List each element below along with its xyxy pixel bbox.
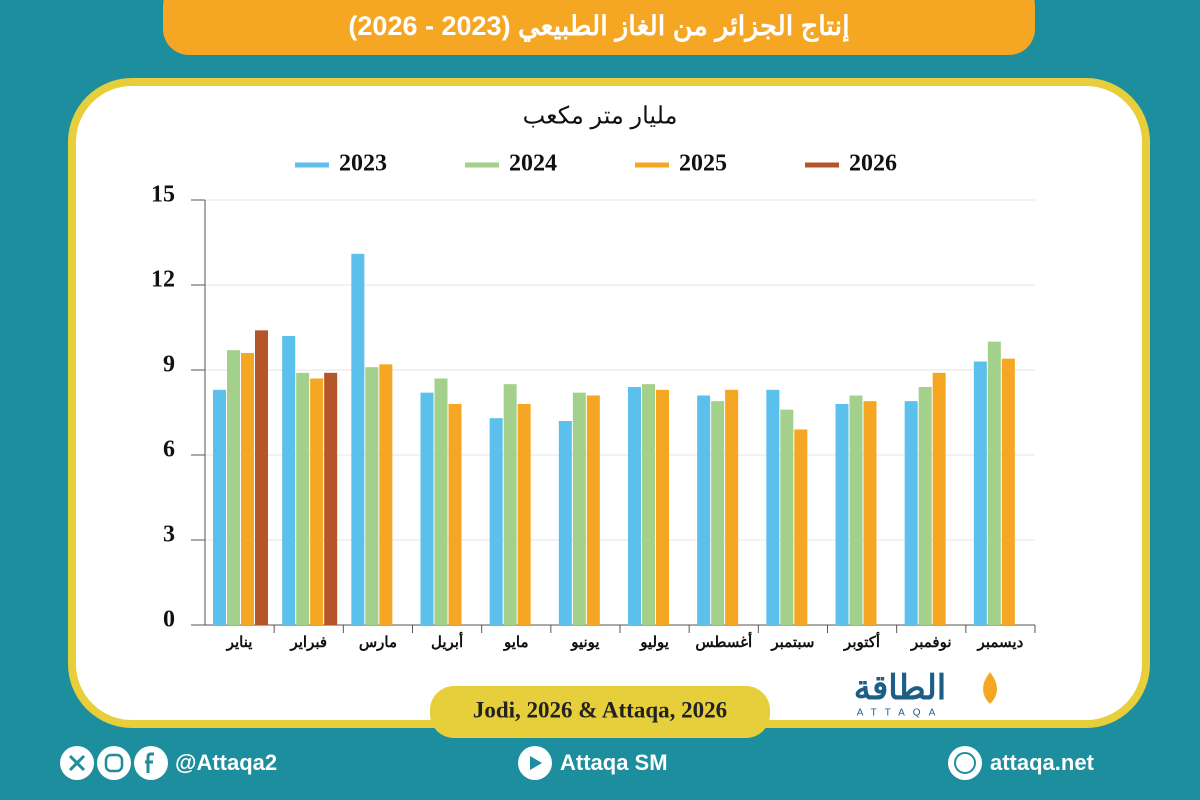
bar (517, 404, 531, 625)
bar (586, 395, 600, 625)
bar (213, 389, 226, 625)
bar (711, 401, 725, 625)
bar (1001, 358, 1015, 625)
web-icon (948, 746, 982, 780)
bar (351, 253, 365, 626)
title-banner (163, 0, 1035, 55)
bar (420, 392, 434, 625)
x-tick-label: مايو (503, 634, 529, 651)
bar (572, 392, 586, 625)
x-tick-label: أبريل (431, 631, 463, 651)
youtube-glyph (530, 756, 542, 770)
bar (780, 409, 794, 625)
bar (656, 389, 669, 625)
unit-label: مليار متر مكعب (523, 102, 678, 129)
x-glyph (68, 754, 86, 772)
x-tick-label: يناير (226, 634, 253, 651)
y-tick-label: 6 (163, 437, 175, 463)
y-tick-label: 3 (163, 522, 175, 548)
source-box (430, 686, 770, 738)
x-tick-label: يونيو (570, 634, 599, 651)
x-tick-label: ديسمبر (977, 634, 1024, 651)
youtube-handle: Attaqa SM (560, 750, 668, 775)
bar (932, 372, 946, 625)
bar (725, 389, 739, 625)
logo: الطاقة ATTAQA (854, 669, 997, 719)
legend-label: 2024 (509, 151, 557, 177)
bar (794, 429, 808, 625)
y-tick-label: 0 (163, 607, 175, 633)
chart-title: إنتاج الجزائر من الغاز الطبيعي (2023 - 2… (348, 11, 849, 43)
x-tick-label: مارس (359, 634, 397, 651)
bar (697, 395, 711, 625)
instagram-icon (97, 746, 131, 780)
bar (379, 364, 393, 625)
bar (904, 401, 918, 625)
logo-latin: ATTAQA (857, 708, 944, 719)
x-tick-label: سبتمبر (770, 634, 814, 651)
legend-label: 2023 (339, 151, 387, 177)
bar (448, 404, 462, 625)
bar (324, 372, 338, 625)
bar (918, 387, 932, 625)
bar (835, 404, 849, 625)
x-tick-label: نوفمبر (910, 634, 952, 651)
y-tick-label: 15 (151, 182, 175, 208)
footer: @Attaqa2 Attaqa SM attaqa.net (60, 746, 1095, 780)
instagram-glyph (104, 753, 124, 773)
bar (310, 378, 324, 625)
legend-label: 2026 (849, 151, 897, 177)
social-handle: @Attaqa2 (175, 750, 277, 775)
logo-arabic: الطاقة (854, 669, 947, 707)
bar (628, 387, 641, 625)
x-tick-label: فبراير (289, 634, 327, 651)
bar (227, 350, 240, 625)
bar (987, 341, 1001, 625)
bar (849, 395, 863, 625)
bar (241, 353, 254, 625)
y-tick-label: 9 (163, 352, 175, 378)
bar (489, 418, 503, 625)
bar (282, 336, 296, 625)
bar (255, 330, 268, 625)
website: attaqa.net (990, 750, 1095, 775)
x-tick-label: يوليو (639, 634, 669, 651)
logo-drop (983, 672, 997, 704)
bar (558, 421, 572, 625)
x-tick-label: أكتوبر (843, 631, 880, 651)
bar (365, 367, 379, 625)
web-glyph (954, 752, 976, 774)
y-tick-label: 12 (151, 267, 175, 293)
source: Jodi, 2026 & Attaqa, 2026 (473, 697, 727, 722)
bar (863, 401, 877, 625)
legend-label: 2025 (679, 151, 727, 177)
bar (503, 384, 517, 625)
bar (642, 384, 655, 625)
facebook-glyph (145, 752, 154, 773)
bar (766, 389, 780, 625)
x-tick-label: أغسطس (695, 631, 752, 651)
bar (434, 378, 448, 625)
bar (973, 361, 987, 625)
bar (296, 372, 310, 625)
